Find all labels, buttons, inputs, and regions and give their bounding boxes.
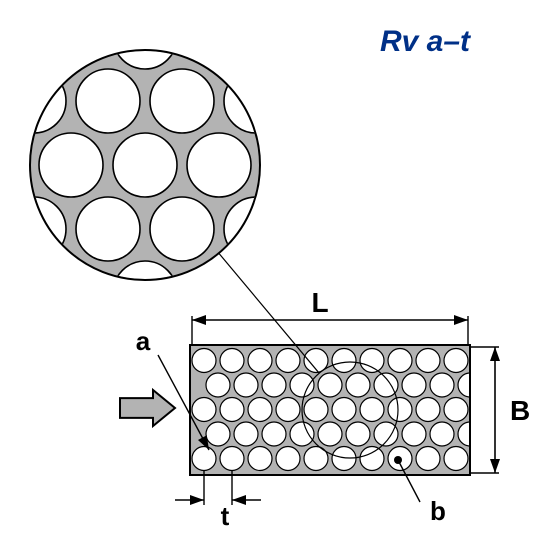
- diagram-svg: L Ba b t: [0, 0, 550, 550]
- svg-text:L: L: [311, 287, 328, 318]
- svg-text:b: b: [430, 496, 446, 526]
- title-text: Rv a–t: [380, 25, 470, 59]
- svg-text:t: t: [221, 501, 230, 531]
- svg-text:B: B: [510, 395, 530, 426]
- svg-text:a: a: [136, 326, 151, 356]
- diagram-stage: L Ba b t Rv a–t: [0, 0, 550, 550]
